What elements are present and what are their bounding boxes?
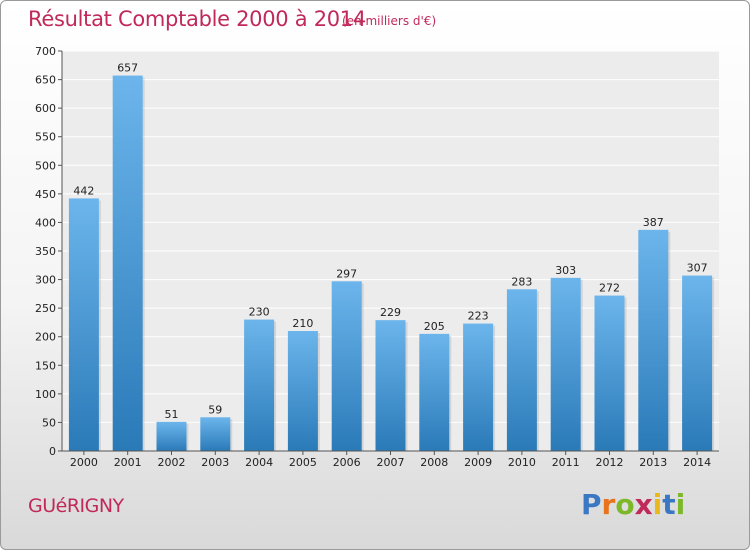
data-label: 210 — [292, 317, 313, 330]
bar-2002 — [156, 421, 187, 451]
commune-name: GUéRIGNY — [28, 495, 124, 517]
bar-2012 — [594, 295, 625, 451]
bar-2003 — [200, 417, 231, 451]
y-tick-label: 500 — [35, 159, 56, 172]
y-tick-label: 700 — [35, 45, 56, 58]
bar-2010 — [506, 289, 537, 451]
y-tick-label: 450 — [35, 188, 56, 201]
data-label: 59 — [208, 403, 222, 416]
y-tick-label: 150 — [35, 359, 56, 372]
y-tick-label: 300 — [35, 274, 56, 287]
logo-letter: i — [675, 488, 686, 521]
x-tick-label: 2006 — [333, 456, 361, 469]
bar-2004 — [244, 319, 275, 451]
data-label: 230 — [249, 306, 270, 319]
data-label: 303 — [555, 264, 576, 277]
x-tick-label: 2007 — [377, 456, 405, 469]
data-label: 229 — [380, 306, 401, 319]
bar-2013 — [638, 229, 669, 451]
y-tick-label: 400 — [35, 216, 56, 229]
bar-2006 — [331, 281, 362, 451]
logo-letter: o — [615, 488, 635, 521]
x-tick-label: 2005 — [289, 456, 317, 469]
data-label: 223 — [468, 310, 489, 323]
bar-2005 — [287, 331, 318, 451]
data-label: 307 — [687, 262, 708, 275]
data-label: 272 — [599, 282, 620, 295]
axes: 0 50 100 150 200 250 300 350 400 450 500 550 600 650 7… — [35, 45, 719, 469]
x-tick-label: 2011 — [552, 456, 580, 469]
bar-2011 — [550, 277, 581, 451]
data-label: 51 — [165, 408, 179, 421]
bar-2007 — [375, 320, 406, 451]
data-label: 283 — [511, 275, 532, 288]
y-tick-label: 50 — [42, 416, 56, 429]
x-tick-label: 2000 — [70, 456, 98, 469]
logo-letter: P — [581, 488, 602, 521]
chart-title: Résultat Comptable 2000 à 2014 — [28, 7, 366, 31]
data-label: 387 — [643, 216, 664, 229]
data-label: 442 — [73, 184, 94, 197]
y-tick-label: 250 — [35, 302, 56, 315]
data-label: 297 — [336, 267, 357, 280]
x-tick-label: 2008 — [420, 456, 448, 469]
y-tick-label: 650 — [35, 74, 56, 87]
bar-2001 — [112, 75, 143, 452]
data-label: 205 — [424, 320, 445, 333]
y-tick-label: 350 — [35, 245, 56, 258]
data-label: 657 — [117, 62, 138, 75]
bar-2009 — [463, 323, 494, 451]
x-tick-label: 2009 — [464, 456, 492, 469]
bars: 442 657 51 59 230 210 297 229 205 223 283 303 272 387… — [68, 62, 715, 452]
y-tick-label: 0 — [49, 445, 56, 458]
logo-letter: t — [662, 488, 676, 521]
logo-letter: x — [634, 488, 653, 521]
x-tick-label: 2003 — [201, 456, 229, 469]
y-tick-label: 600 — [35, 102, 56, 115]
logo-letter: r — [601, 488, 616, 521]
proxiti-logo[interactable]: Proxiti — [581, 488, 685, 521]
x-tick-label: 2013 — [639, 456, 667, 469]
logo-letter: i — [652, 488, 663, 521]
y-tick-label: 550 — [35, 131, 56, 144]
bar-2014 — [682, 275, 713, 451]
y-tick-label: 100 — [35, 388, 56, 401]
x-tick-label: 2012 — [596, 456, 624, 469]
chart-subtitle: (en milliers d'€) — [342, 14, 437, 28]
x-tick-label: 2002 — [158, 456, 186, 469]
x-tick-label: 2001 — [114, 456, 142, 469]
bar-2000 — [68, 198, 99, 451]
bar-2008 — [419, 333, 450, 451]
x-tick-label: 2010 — [508, 456, 536, 469]
x-tick-label: 2014 — [683, 456, 711, 469]
x-tick-label: 2004 — [245, 456, 273, 469]
y-tick-label: 200 — [35, 331, 56, 344]
